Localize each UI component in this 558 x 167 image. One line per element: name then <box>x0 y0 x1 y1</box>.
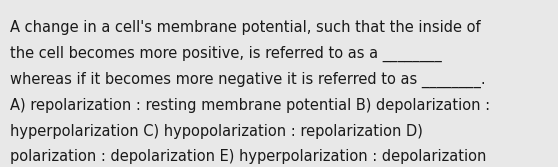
Text: the cell becomes more positive, is referred to as a ________: the cell becomes more positive, is refer… <box>10 46 442 62</box>
Text: A) repolarization : resting membrane potential B) depolarization :: A) repolarization : resting membrane pot… <box>10 98 490 113</box>
Text: hyperpolarization C) hypopolarization : repolarization D): hyperpolarization C) hypopolarization : … <box>10 124 423 139</box>
Text: whereas if it becomes more negative it is referred to as ________.: whereas if it becomes more negative it i… <box>10 72 485 88</box>
Text: A change in a cell's membrane potential, such that the inside of: A change in a cell's membrane potential,… <box>10 20 480 35</box>
Text: polarization : depolarization E) hyperpolarization : depolarization: polarization : depolarization E) hyperpo… <box>10 149 487 164</box>
